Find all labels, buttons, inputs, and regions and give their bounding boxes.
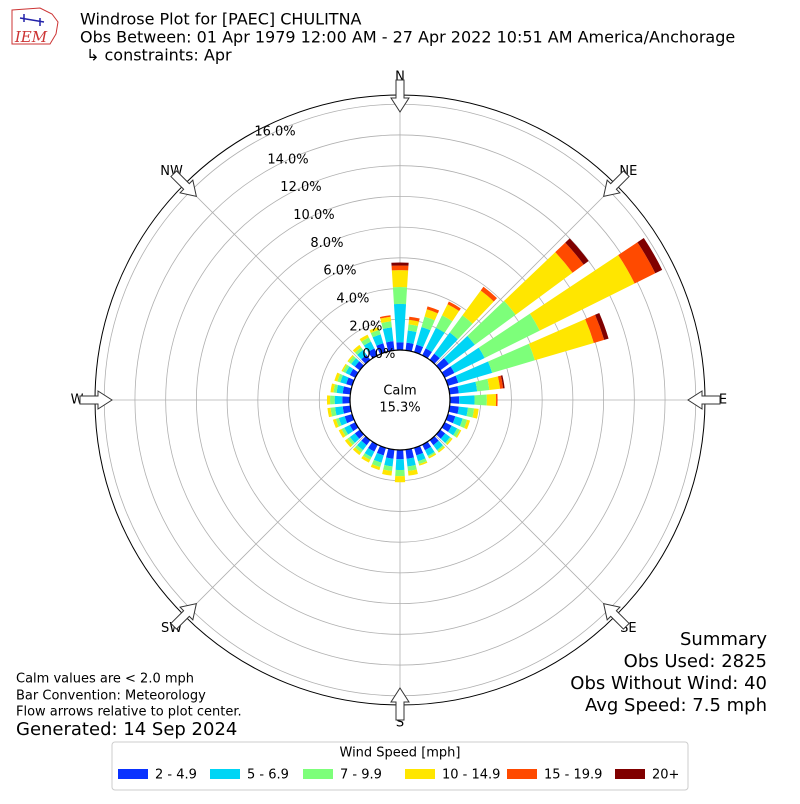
polar-plot: Calm 15.3% 0.0% 2.0% 4.0% 6.0% 8.0% 10.0% 12.0% 1… — [71, 70, 728, 731]
summary: Obs Used: 2825 — [624, 651, 767, 672]
bar-segment — [337, 385, 344, 394]
r-tick-label: 14.0% — [267, 152, 308, 167]
bar-segment — [327, 395, 330, 404]
constraints: ↳ constraints: Apr — [86, 46, 232, 65]
bar-segment — [395, 476, 405, 482]
bar-segment — [391, 262, 408, 265]
bar-segment — [392, 266, 409, 271]
bar-segment — [395, 470, 405, 476]
legend-title: Wind Speed [mph] — [340, 746, 461, 761]
r-tick-label: 6.0% — [323, 264, 356, 279]
calm-label: Calm — [383, 384, 416, 399]
legend-swatch — [615, 769, 645, 779]
note: Calm values are < 2.0 mph — [16, 672, 194, 687]
r-tick-label: 8.0% — [310, 236, 343, 251]
bar-segment — [392, 270, 408, 287]
generated: Generated: 14 Sep 2024 — [16, 719, 237, 740]
bar-segment — [487, 394, 496, 406]
logo-text: IEM — [14, 28, 48, 46]
note: Flow arrows relative to plot center. — [16, 705, 242, 720]
bar-segment — [393, 287, 407, 304]
flow-arrow — [171, 604, 196, 629]
bar-segment — [335, 396, 343, 404]
legend-label: 2 - 4.9 — [155, 768, 197, 783]
bar-segment — [450, 396, 459, 403]
r-tick-label: 2.0% — [349, 319, 382, 334]
bar-segment — [330, 396, 335, 405]
chart-subtitle: Obs Between: 01 Apr 1979 12:00 AM - 27 A… — [80, 28, 735, 47]
chart-title: Windrose Plot for [PAEC] CHULITNA — [80, 10, 362, 29]
r-tick-label: 4.0% — [336, 291, 369, 306]
calm-value: 15.3% — [379, 401, 420, 416]
bar-segment — [396, 459, 405, 470]
r-tick-label: 16.0% — [254, 124, 295, 139]
legend-swatch — [507, 769, 537, 779]
legend-swatch — [303, 769, 333, 779]
bar-segment — [396, 342, 403, 350]
flow-arrow — [604, 171, 629, 196]
bar-segment — [342, 396, 350, 403]
legend-swatch — [405, 769, 435, 779]
flow-arrow — [171, 171, 196, 196]
summary: Summary — [680, 629, 767, 650]
legend-swatch — [118, 769, 148, 779]
r-tick-label: 0.0% — [362, 347, 395, 362]
legend-label: 20+ — [652, 768, 679, 783]
bar-segment — [396, 450, 403, 459]
bar-segment — [496, 394, 498, 406]
legend-label: 7 - 9.9 — [340, 768, 382, 783]
r-tick-label: 10.0% — [293, 208, 334, 223]
summary: Avg Speed: 7.5 mph — [585, 695, 767, 716]
r-tick-label: 12.0% — [280, 180, 321, 195]
bar-segment — [474, 395, 486, 406]
legend-label: 10 - 14.9 — [442, 768, 500, 783]
summary: Obs Without Wind: 40 — [570, 673, 767, 694]
flow-arrow — [604, 604, 629, 629]
legend-swatch — [210, 769, 240, 779]
bar-segment — [459, 395, 474, 404]
legend-label: 5 - 6.9 — [247, 768, 289, 783]
logo: IEM — [12, 8, 58, 46]
note: Bar Convention: Meteorology — [16, 689, 206, 704]
legend-label: 15 - 19.9 — [544, 768, 602, 783]
